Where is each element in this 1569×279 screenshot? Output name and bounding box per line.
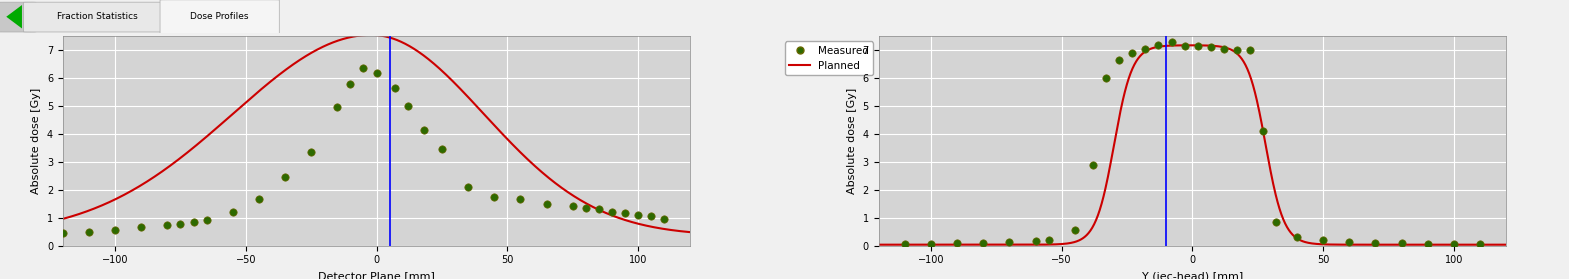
Point [273,175,298,179]
FancyBboxPatch shape [24,2,173,32]
Point [651,217,676,221]
Point [533,201,559,206]
Point [1285,235,1310,239]
Point [325,105,350,110]
Point [893,242,918,246]
Point [1081,162,1106,167]
Y-axis label: Absolute dose [Gy]: Absolute dose [Gy] [847,88,857,194]
Point [996,240,1021,244]
Point [1389,241,1414,246]
Point [1106,58,1131,62]
Point [1185,44,1210,48]
Text: Dose Profiles: Dose Profiles [190,11,249,21]
Point [155,222,180,227]
Point [50,231,75,235]
Point [612,211,637,216]
Point [1211,47,1236,51]
Point [971,240,996,245]
Point [1263,220,1288,224]
Point [1467,242,1492,246]
Legend: Measured, Planned: Measured, Planned [784,42,874,75]
Point [1363,240,1389,245]
Point [1120,51,1145,55]
Point [626,213,651,217]
Point [430,147,455,151]
Point [1133,47,1158,51]
Point [1036,238,1061,243]
Point [351,66,377,71]
Point [246,197,271,202]
Point [1250,129,1276,133]
Point [383,86,408,90]
Y-axis label: Absolute dose [Gy]: Absolute dose [Gy] [31,88,41,194]
Point [1415,241,1440,246]
Point [639,214,664,218]
Point [77,229,102,234]
Point [455,185,480,189]
Point [102,228,127,232]
Point [1145,42,1170,47]
Point [587,207,612,211]
Point [195,218,220,223]
X-axis label: Y (iec-head) [mm]: Y (iec-head) [mm] [1142,271,1243,279]
Point [482,194,507,199]
Polygon shape [6,5,22,28]
Point [1442,242,1467,246]
Point [168,222,193,226]
Point [220,210,245,214]
Point [180,220,206,224]
Point [573,206,598,210]
Point [1199,45,1224,50]
Point [1224,48,1249,52]
Point [129,225,154,230]
Point [1238,48,1263,52]
Point [945,241,970,246]
Point [1023,239,1048,244]
Point [1310,238,1335,243]
Point [599,210,624,214]
Point [508,197,533,202]
Point [337,81,362,86]
Point [1172,44,1197,48]
FancyBboxPatch shape [160,0,279,34]
Text: Fraction Statistics: Fraction Statistics [56,11,138,21]
Point [298,150,323,154]
Point [560,204,585,209]
Point [1062,228,1087,232]
Point [918,241,943,246]
Point [1337,240,1362,244]
Point [1094,76,1119,80]
Point [1159,40,1185,44]
X-axis label: Detector Plane [mm]: Detector Plane [mm] [319,271,435,279]
FancyBboxPatch shape [0,2,36,32]
Point [364,70,389,75]
Point [395,104,420,108]
Point [411,128,436,132]
